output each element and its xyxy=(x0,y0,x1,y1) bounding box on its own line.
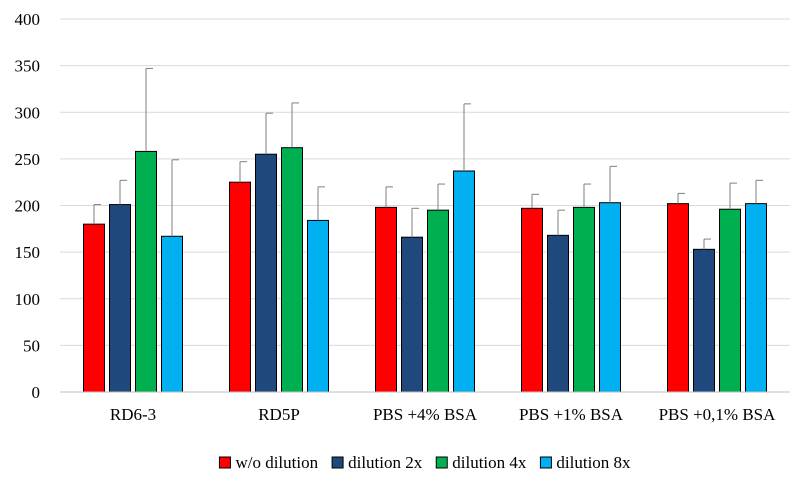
legend: w/o dilution dilution 2x dilution 4x diluti… xyxy=(218,453,631,472)
y-tick-label: 0 xyxy=(32,383,41,402)
bar xyxy=(427,209,449,393)
bar xyxy=(255,153,277,393)
legend-swatch xyxy=(331,456,344,469)
x-category-label: PBS +0,1% BSA xyxy=(659,405,777,424)
legend-label: w/o dilution xyxy=(235,453,318,472)
y-tick-label: 300 xyxy=(15,103,41,122)
bar xyxy=(453,170,475,393)
bar xyxy=(573,206,595,393)
x-category-label: RD6-3 xyxy=(110,405,156,424)
bar xyxy=(161,235,183,393)
legend-swatch xyxy=(218,456,231,469)
bar xyxy=(693,248,715,393)
bars xyxy=(83,147,767,393)
bar xyxy=(599,202,621,393)
legend-label: dilution 8x xyxy=(556,453,631,472)
legend-label: dilution 4x xyxy=(452,453,527,472)
bar xyxy=(135,150,157,393)
x-category-label: PBS +1% BSA xyxy=(519,405,624,424)
x-category-label: RD5P xyxy=(258,405,300,424)
legend-swatch xyxy=(539,456,552,469)
bar xyxy=(521,207,543,393)
y-tick-label: 100 xyxy=(15,290,41,309)
bar xyxy=(229,181,251,393)
bar xyxy=(401,236,423,393)
legend-label: dilution 2x xyxy=(348,453,423,472)
y-tick-label: 250 xyxy=(15,150,41,169)
bar xyxy=(745,203,767,393)
error-bars xyxy=(93,67,763,250)
y-tick-label: 400 xyxy=(15,10,41,29)
x-axis: RD6-3 RD5P PBS +4% BSA PBS +1% BSA PBS +0,1%… xyxy=(110,405,776,424)
bar xyxy=(109,204,131,393)
bar xyxy=(307,219,329,393)
bar xyxy=(375,206,397,393)
bar xyxy=(719,208,741,393)
y-tick-label: 50 xyxy=(23,336,40,355)
bar xyxy=(547,234,569,393)
legend-swatch xyxy=(435,456,448,469)
y-tick-label: 150 xyxy=(15,243,41,262)
y-axis: 0 50 100 150 200 250 300 350 400 xyxy=(15,10,41,402)
y-tick-label: 200 xyxy=(15,197,41,216)
y-tick-label: 350 xyxy=(15,57,41,76)
x-category-label: PBS +4% BSA xyxy=(373,405,478,424)
bar xyxy=(667,203,689,393)
bar xyxy=(281,147,303,393)
bar xyxy=(83,223,105,393)
